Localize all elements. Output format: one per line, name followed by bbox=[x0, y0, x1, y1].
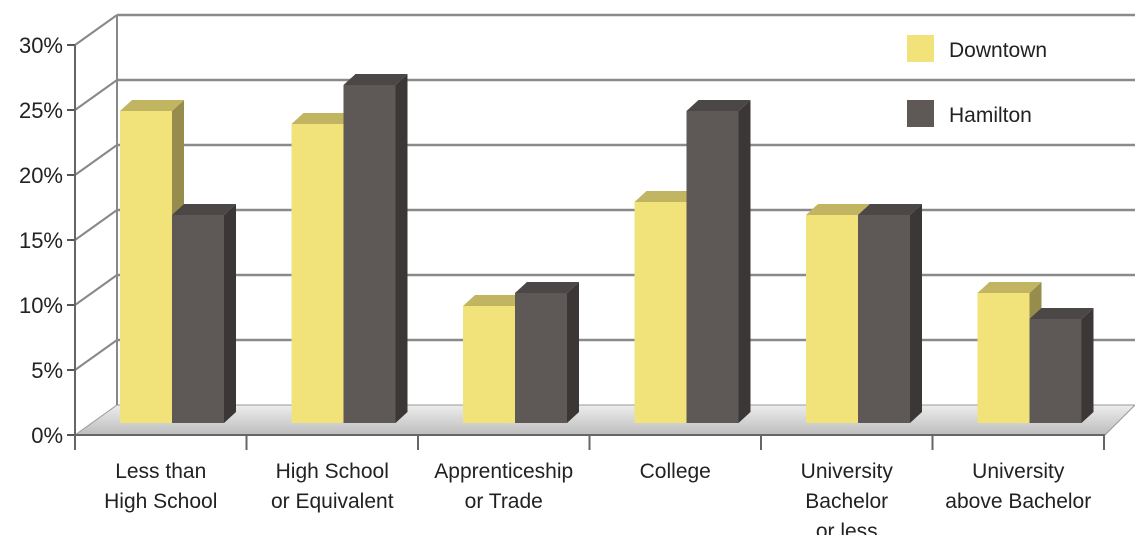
bar-top bbox=[806, 204, 870, 215]
bar-front bbox=[686, 111, 739, 423]
bar-top bbox=[172, 204, 236, 215]
legend-swatch-downtown bbox=[907, 35, 934, 62]
gridline-connector bbox=[74, 209, 118, 241]
bar-front bbox=[343, 85, 396, 423]
category-label-line: High School bbox=[276, 460, 389, 483]
gridline-connector bbox=[74, 339, 118, 371]
bar-top bbox=[977, 282, 1042, 293]
bar-front bbox=[1029, 319, 1082, 423]
bar-side bbox=[738, 100, 751, 423]
legend-swatch-hamilton bbox=[907, 100, 934, 127]
bar-front bbox=[515, 293, 567, 423]
bar-front bbox=[634, 202, 687, 423]
legend-label-hamilton: Hamilton bbox=[949, 104, 1032, 127]
category-label-line: Less than bbox=[115, 460, 206, 483]
bar-hamilton-2 bbox=[515, 282, 579, 423]
category-label: Less than High School bbox=[104, 460, 217, 513]
y-tick-label: 20% bbox=[19, 163, 63, 188]
bar-side bbox=[910, 204, 922, 423]
category-label: University above Bachelor bbox=[945, 460, 1091, 513]
gridlines bbox=[74, 13, 1135, 371]
legend: Downtown Hamilton bbox=[907, 35, 1047, 127]
y-tick-label: 30% bbox=[19, 33, 63, 58]
y-tick-label: 25% bbox=[19, 98, 63, 123]
y-tick-label: 0% bbox=[31, 423, 63, 448]
category-label-line: Bachelor bbox=[805, 490, 888, 513]
category-label: Apprenticeship or Trade bbox=[434, 460, 573, 513]
bar-front bbox=[977, 293, 1030, 423]
bar-side bbox=[567, 282, 579, 423]
category-label-line: High School bbox=[104, 490, 217, 513]
category-label-line: College bbox=[640, 460, 711, 483]
legend-label-downtown: Downtown bbox=[949, 39, 1047, 62]
bar-front bbox=[858, 215, 910, 423]
bar-hamilton-1 bbox=[343, 74, 408, 423]
bar-top bbox=[463, 295, 527, 306]
bar-hamilton-5 bbox=[1029, 308, 1094, 423]
axes bbox=[67, 15, 1105, 450]
y-tick-label: 10% bbox=[19, 293, 63, 318]
bar-top bbox=[1029, 308, 1094, 319]
labels: 0%5%10%15%20%25%30%Less than High SchoolH… bbox=[19, 33, 1091, 535]
category-label-line: University bbox=[972, 460, 1065, 483]
bar-side bbox=[1081, 308, 1094, 423]
bar-hamilton-4 bbox=[858, 204, 922, 423]
bar-side bbox=[395, 74, 408, 423]
bar-top bbox=[515, 282, 579, 293]
bar-hamilton-0 bbox=[172, 204, 236, 423]
bar-front bbox=[806, 215, 858, 423]
category-label: High School or Equivalent bbox=[271, 460, 394, 513]
category-label-line: or less bbox=[816, 520, 878, 535]
bar-front bbox=[120, 111, 172, 423]
category-label: College bbox=[640, 460, 711, 483]
bar-top bbox=[634, 191, 699, 202]
bar-front bbox=[463, 306, 515, 423]
bar-top bbox=[858, 204, 922, 215]
category-label: University Bachelor or less bbox=[801, 460, 894, 535]
bar-top bbox=[120, 100, 184, 111]
bar-top bbox=[343, 74, 408, 85]
category-label-line: Apprenticeship bbox=[434, 460, 573, 483]
gridline-connector bbox=[74, 79, 118, 111]
gridline-connector bbox=[74, 274, 118, 306]
y-tick-label: 5% bbox=[31, 358, 63, 383]
bar-side bbox=[224, 204, 236, 423]
bar-top bbox=[291, 113, 356, 124]
bar-front bbox=[291, 124, 344, 423]
bar-hamilton-3 bbox=[686, 100, 751, 423]
category-label-line: above Bachelor bbox=[945, 490, 1091, 513]
y-tick-label: 15% bbox=[19, 228, 63, 253]
category-label-line: or Equivalent bbox=[271, 490, 394, 513]
bar-top bbox=[686, 100, 751, 111]
category-label-line: University bbox=[801, 460, 894, 483]
bars bbox=[120, 74, 1094, 423]
gridline-connector bbox=[74, 14, 118, 46]
category-label-line: or Trade bbox=[465, 490, 543, 513]
bar-front bbox=[172, 215, 224, 423]
gridline-connector bbox=[74, 144, 118, 176]
